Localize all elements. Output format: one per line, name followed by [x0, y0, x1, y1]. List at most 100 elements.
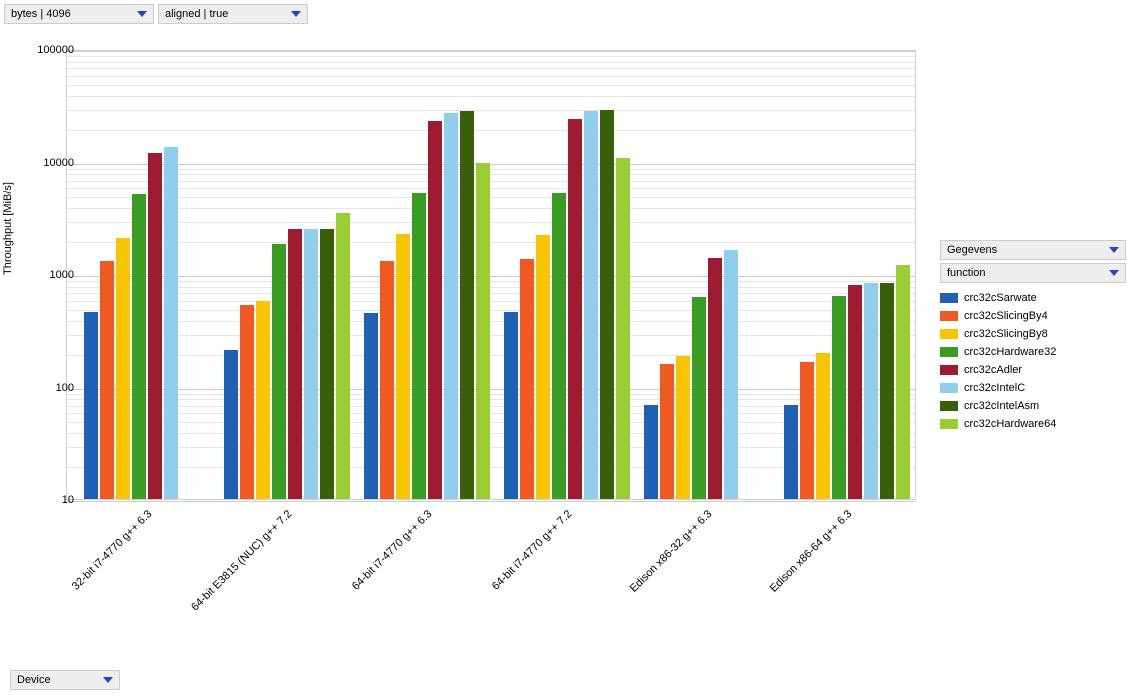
- gridline: [67, 310, 915, 311]
- legend-swatch: [940, 311, 958, 321]
- aligned-dropdown[interactable]: aligned | true: [158, 4, 308, 24]
- y-tick-label: 1000: [24, 269, 74, 281]
- gridline: [67, 174, 915, 175]
- bar: [444, 113, 458, 499]
- gridline: [67, 96, 915, 97]
- device-dropdown[interactable]: Device: [10, 670, 120, 690]
- gridline: [67, 276, 915, 277]
- bar: [240, 305, 254, 499]
- bar: [784, 405, 798, 499]
- bar: [412, 193, 426, 499]
- x-tick-label: 64-bit i7-4770 g++ 6.3: [327, 508, 434, 615]
- x-tick-label: Edison x86-32 g++ 6.3: [607, 508, 714, 615]
- legend-swatch: [940, 419, 958, 429]
- gridline: [67, 85, 915, 86]
- bar: [380, 261, 394, 499]
- side-panel: Gegevens function crc32cSarwatecrc32cSli…: [940, 240, 1126, 433]
- legend-item: crc32cSlicingBy8: [940, 325, 1126, 343]
- bar: [660, 364, 674, 499]
- bar: [616, 158, 630, 499]
- bar: [644, 405, 658, 499]
- gridline: [67, 110, 915, 111]
- gridline: [67, 335, 915, 336]
- legend-label: crc32cSlicingBy4: [964, 310, 1048, 322]
- bar: [148, 153, 162, 499]
- x-tick-label: 32-bit i7-4770 g++ 6.3: [47, 508, 154, 615]
- bar: [848, 285, 862, 499]
- legend-swatch: [940, 347, 958, 357]
- gridline: [67, 164, 915, 165]
- x-tick-label: 64-bit E3815 (NUC) g++ 7.2: [187, 508, 294, 615]
- gridline: [67, 287, 915, 288]
- gridline: [67, 181, 915, 182]
- gridline: [67, 197, 915, 198]
- bar: [800, 362, 814, 499]
- bar: [584, 111, 598, 499]
- bar: [816, 353, 830, 499]
- bar: [692, 297, 706, 499]
- bar: [396, 234, 410, 499]
- legend-swatch: [940, 329, 958, 339]
- x-tick-label: 64-bit i7-4770 g++ 7.2: [467, 508, 574, 615]
- legend-label: crc32cIntelC: [964, 382, 1025, 394]
- bar: [364, 313, 378, 499]
- gridline: [67, 222, 915, 223]
- gridline: [67, 394, 915, 395]
- gegevens-dropdown[interactable]: Gegevens: [940, 240, 1126, 260]
- gridline: [67, 301, 915, 302]
- legend: crc32cSarwatecrc32cSlicingBy4crc32cSlici…: [940, 289, 1126, 433]
- bar: [116, 238, 130, 499]
- legend-label: crc32cHardware64: [964, 418, 1056, 430]
- legend-item: crc32cIntelC: [940, 379, 1126, 397]
- bytes-dropdown-label: bytes | 4096: [11, 8, 71, 20]
- bar: [476, 163, 490, 500]
- legend-item: crc32cAdler: [940, 361, 1126, 379]
- legend-label: crc32cHardware32: [964, 346, 1056, 358]
- gridline: [67, 56, 915, 57]
- bytes-dropdown[interactable]: bytes | 4096: [4, 4, 154, 24]
- gridline: [67, 501, 915, 502]
- bar: [724, 250, 738, 499]
- y-tick-label: 10000: [24, 157, 74, 169]
- gridline: [67, 242, 915, 243]
- legend-swatch: [940, 365, 958, 375]
- gridline: [67, 355, 915, 356]
- gridline: [67, 389, 915, 390]
- chevron-down-icon: [137, 11, 147, 17]
- bar: [288, 229, 302, 499]
- legend-swatch: [940, 401, 958, 411]
- bar: [552, 193, 566, 499]
- legend-swatch: [940, 293, 958, 303]
- gridline: [67, 399, 915, 400]
- y-tick-label: 100: [24, 382, 74, 394]
- bar: [568, 119, 582, 499]
- legend-item: crc32cIntelAsm: [940, 397, 1126, 415]
- chevron-down-icon: [1109, 247, 1119, 253]
- function-label: function: [947, 267, 986, 279]
- legend-item: crc32cSlicingBy4: [940, 307, 1126, 325]
- bar: [896, 265, 910, 499]
- bar: [304, 229, 318, 499]
- bar: [708, 258, 722, 499]
- x-tick-label: Edison x86-64 g++ 6.3: [747, 508, 854, 615]
- gridline: [67, 130, 915, 131]
- bar: [224, 350, 238, 499]
- chevron-down-icon: [103, 677, 113, 683]
- bottom-controls: Device: [10, 670, 120, 690]
- y-tick-label: 10: [24, 494, 74, 506]
- bar: [536, 235, 550, 499]
- bar: [272, 244, 286, 499]
- bar: [504, 312, 518, 499]
- gridline: [67, 188, 915, 189]
- bar: [520, 259, 534, 499]
- gridline: [67, 76, 915, 77]
- function-dropdown[interactable]: function: [940, 263, 1126, 283]
- bar: [428, 121, 442, 499]
- bar: [676, 356, 690, 499]
- legend-label: crc32cSlicingBy8: [964, 328, 1048, 340]
- gridline: [67, 208, 915, 209]
- bar: [460, 111, 474, 499]
- bar: [320, 229, 334, 499]
- aligned-dropdown-label: aligned | true: [165, 8, 228, 20]
- legend-item: crc32cHardware32: [940, 343, 1126, 361]
